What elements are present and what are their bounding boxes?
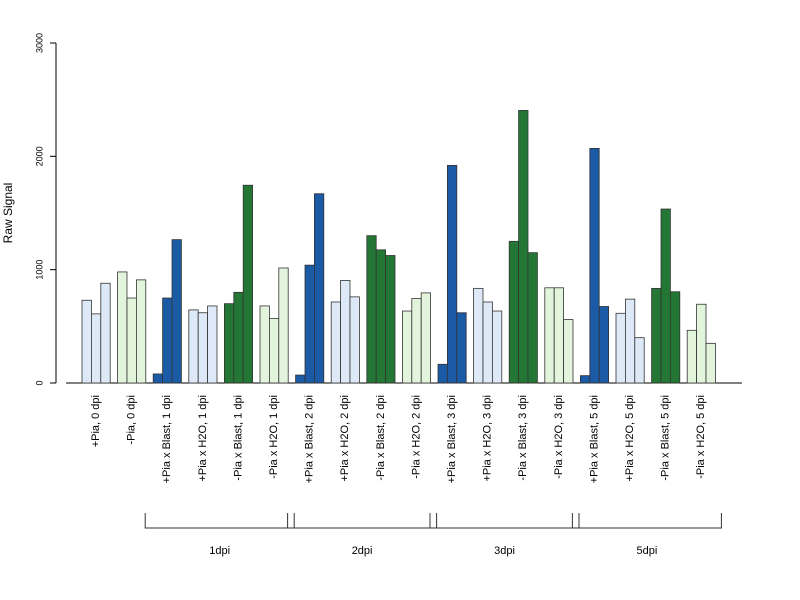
x-tick-label: -Pia x Blast, 1 dpi — [232, 395, 244, 481]
x-tick-label: -Pia x H2O, 5 dpi — [695, 395, 707, 479]
bar — [278, 267, 289, 384]
bar — [349, 296, 360, 384]
x-tick-label: +Pia x Blast, 1 dpi — [161, 395, 173, 483]
bar — [634, 337, 645, 384]
x-tick-label: +Pia x Blast, 3 dpi — [446, 395, 458, 483]
bar — [446, 164, 458, 384]
bar — [696, 303, 707, 384]
x-tick-label: +Pia x Blast, 2 dpi — [304, 395, 316, 483]
bar — [171, 239, 182, 384]
bar — [313, 193, 325, 384]
group-brackets: 1dpi 2dpi 3dpi 5dpi — [144, 513, 722, 557]
y-tick-label: 1000 — [34, 260, 44, 280]
bar — [527, 252, 538, 384]
bar — [437, 363, 448, 384]
bar — [100, 282, 111, 384]
x-tick-label: +Pia x Blast, 5 dpi — [588, 395, 600, 483]
bar — [660, 208, 671, 384]
bar — [268, 317, 280, 384]
group-bracket — [144, 513, 295, 529]
x-tick-label: -Pia x Blast, 3 dpi — [517, 395, 529, 481]
bar — [615, 312, 626, 384]
group-bracket-label: 1dpi — [209, 545, 230, 557]
bar — [366, 235, 377, 384]
bar — [375, 249, 387, 384]
group-bracket — [429, 513, 580, 529]
group-bracket-label: 5dpi — [637, 545, 658, 557]
bar — [580, 375, 591, 384]
x-tick-label: +Pia x H2O, 5 dpi — [624, 395, 636, 482]
x-tick-label: +Pia, 0 dpi — [90, 395, 102, 447]
bar — [242, 184, 253, 384]
bar — [81, 299, 92, 384]
bar — [126, 297, 137, 384]
x-tick-label: +Pia x H2O, 2 dpi — [339, 395, 351, 482]
x-tick-label: +Pia x H2O, 3 dpi — [482, 395, 494, 482]
bar — [340, 280, 351, 384]
x-tick-label: -Pia x H2O, 3 dpi — [553, 395, 565, 479]
bar — [482, 301, 493, 384]
x-tick-label: -Pia x H2O, 2 dpi — [410, 395, 422, 479]
group-bracket — [571, 513, 722, 529]
x-tick-label: -Pia, 0 dpi — [126, 395, 138, 445]
bar — [420, 292, 432, 384]
bar — [135, 279, 147, 384]
bar — [330, 301, 342, 384]
y-axis-label: Raw Signal — [1, 183, 15, 244]
bar — [207, 305, 218, 384]
bar — [304, 264, 315, 384]
bar — [598, 306, 610, 384]
bar — [259, 305, 270, 384]
bar — [625, 298, 636, 384]
bar — [473, 287, 484, 384]
bar — [651, 287, 662, 384]
bar — [508, 240, 520, 384]
bar — [401, 310, 413, 384]
bar — [670, 291, 681, 384]
bar — [223, 303, 235, 384]
bar — [544, 287, 555, 384]
bar — [188, 309, 199, 384]
x-tick-label: -Pia x Blast, 5 dpi — [660, 395, 672, 481]
x-tick-label: -Pia x Blast, 2 dpi — [375, 395, 387, 481]
y-tick-label: 3000 — [34, 33, 44, 53]
bars — [81, 110, 716, 384]
bar — [686, 329, 698, 384]
bar — [197, 312, 208, 384]
bar — [553, 287, 565, 384]
bar — [589, 147, 600, 384]
bar — [456, 312, 467, 384]
bar — [705, 342, 716, 384]
y-axis: 0 1000 2000 3000 — [34, 33, 57, 386]
bar — [295, 374, 306, 384]
group-bracket-label: 2dpi — [352, 545, 373, 557]
bar — [162, 297, 173, 384]
group-bracket-label: 3dpi — [494, 545, 515, 557]
x-tick-label: +Pia x H2O, 1 dpi — [197, 395, 209, 482]
bar — [491, 310, 503, 384]
group-bracket — [287, 513, 438, 529]
bar — [152, 373, 163, 384]
bar — [233, 291, 244, 384]
bar — [411, 298, 422, 384]
x-tick-label: -Pia x H2O, 1 dpi — [268, 395, 280, 479]
y-tick-label: 0 — [34, 380, 44, 385]
y-tick-label: 2000 — [34, 146, 44, 166]
bar — [563, 319, 574, 384]
bar — [91, 313, 102, 384]
bar — [518, 110, 529, 384]
bar — [117, 271, 128, 384]
bar — [385, 255, 396, 384]
x-tick-labels: +Pia, 0 dpi -Pia, 0 dpi +Pia x Blast, 1 dp… — [90, 395, 707, 483]
